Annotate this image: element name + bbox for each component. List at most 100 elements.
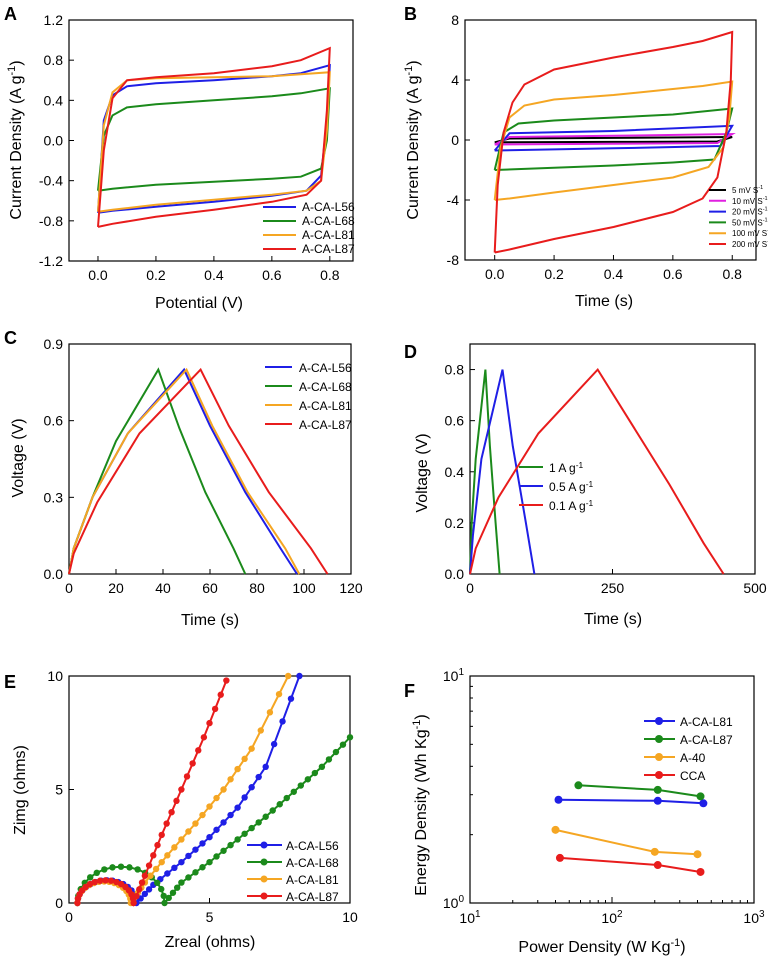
panel-f-point: [699, 799, 708, 808]
panel-d-xtick-label: 250: [601, 580, 625, 596]
panel-e-point: [178, 836, 185, 843]
panel-e-point: [241, 830, 248, 837]
panel-e-point: [241, 755, 248, 763]
panel-e-point: [262, 813, 269, 820]
panel-e-point: [304, 776, 312, 783]
panel-letter-f: F: [404, 681, 415, 701]
panel-e-point: [107, 877, 115, 884]
panel-a-legend-label: A-CA-L87: [302, 242, 355, 256]
panel-e-point: [145, 886, 153, 893]
panel-e-point: [178, 879, 185, 886]
panel-e-point: [296, 672, 303, 680]
panel-e-point: [185, 828, 192, 835]
panel-f-point: [696, 867, 705, 876]
panel-e-point: [154, 841, 161, 849]
panel-e-legend-label: A-CA-L87: [286, 890, 339, 904]
panel-e-xtick-label: 0: [65, 909, 73, 925]
panel-e-point: [234, 836, 241, 843]
panel-e-legend-marker: [260, 892, 268, 900]
panel-e-legend-marker: [260, 875, 268, 883]
panel-e-point: [109, 864, 116, 871]
panel-b: B 0.0 0.2 0.4 0.6 0.8 -8 -4 0 4 8 5 mV S-110 mV S-…: [403, 4, 768, 310]
panel-e-point: [241, 794, 248, 801]
panel-e-ytick-label: 5: [55, 782, 63, 798]
panel-c-series: [68, 367, 301, 575]
panel-e-point: [227, 811, 234, 819]
panel-e-point: [287, 695, 295, 702]
panel-e-point: [168, 809, 175, 816]
panel-e-point: [211, 705, 219, 713]
panel-f-xlabel: Power Density (W Kg-1): [518, 937, 685, 956]
panel-c-ylabel: Voltage (V): [10, 418, 27, 497]
panel-e-ytick-label: 10: [47, 668, 63, 684]
panel-f-point: [653, 785, 662, 794]
panel-d-ytick-label: 0.0: [445, 566, 465, 582]
panel-b-xtick-label: 0.4: [604, 266, 624, 282]
panel-b-ylabel: Current Density (A g-1): [403, 60, 422, 219]
panel-b-frame: [464, 19, 757, 261]
panel-f-legend-marker: [655, 735, 663, 743]
panel-letter-e: E: [4, 672, 16, 692]
panel-a-xtick-label: 0.8: [320, 267, 340, 283]
panel-d-series: [469, 367, 725, 575]
panel-e-point: [262, 763, 269, 770]
panel-e-point: [173, 797, 180, 805]
panel-e-legend-marker: [260, 841, 268, 849]
panel-e-point: [192, 820, 199, 827]
panel-d-legend-label: 1 A g-1: [549, 460, 583, 475]
panel-e-point: [284, 672, 292, 680]
panel-d-legend-label: 0.5 A g-1: [549, 479, 593, 494]
panel-e-point: [255, 819, 262, 826]
panel-a-series-a-ca-l87: [97, 46, 331, 228]
panel-e-point: [332, 748, 340, 756]
panel-e-point: [325, 756, 333, 763]
panel-b-series: [494, 132, 736, 146]
panel-e-point: [171, 844, 178, 851]
panel-e-point: [158, 831, 165, 839]
panel-f-point: [551, 825, 560, 834]
panel-e-point: [152, 865, 160, 873]
panel-e-point: [234, 765, 241, 773]
panel-e-point: [346, 734, 354, 741]
panel-a-ytick-label: 0.8: [44, 52, 64, 68]
panel-f-series: [555, 828, 698, 856]
panel-b-xtick-label: 0.0: [485, 266, 505, 282]
panel-e-point: [136, 886, 143, 893]
panel-e-point: [206, 719, 213, 727]
panel-a-xtick-label: 0.4: [204, 267, 224, 283]
panel-e-legend-marker: [260, 858, 268, 866]
panel-d-series: [469, 369, 536, 575]
panel-e-point: [91, 878, 98, 886]
panel-c-xtick-label: 80: [249, 580, 265, 596]
panel-b-xtick-label: 0.8: [723, 266, 743, 282]
panel-c-legend-label: A-CA-L68: [299, 380, 352, 394]
panel-e-point: [220, 786, 227, 793]
panel-f-xtick-label: 101: [459, 909, 481, 926]
panel-f: F 101 102 103100101A-CA-L81A-CA-L87A-40CCA…: [404, 667, 765, 956]
panel-b-series: [493, 80, 734, 201]
panel-b-legend-label: 5 mV S-1: [732, 185, 763, 195]
panel-e-point: [141, 872, 149, 879]
panel-c-legend-label: A-CA-L87: [299, 418, 352, 432]
panel-e-point: [199, 840, 206, 847]
panel-b-ytick-label: -8: [447, 252, 460, 268]
panel-e-point: [138, 879, 146, 886]
panel-f-point: [574, 781, 583, 790]
panel-c: C 0 20 40 60 80 100 120 0.0 0.3 0.6 0.9 A-CA-L56 A-C…: [4, 328, 363, 629]
panel-a-legend-label: A-CA-L68: [302, 214, 355, 228]
panel-e-point: [145, 862, 153, 869]
panel-c-xtick-label: 60: [202, 580, 218, 596]
panel-e-point: [169, 889, 177, 896]
panel-e-point: [189, 760, 196, 767]
panel-c-xtick-label: 120: [339, 580, 363, 596]
panel-a: A 0.0 0.2 0.4 0.6 0.8 -1.2 -0.8 -0.4 0.0 0.4 0.8 1.…: [4, 4, 355, 312]
panel-e-point: [220, 847, 227, 854]
panel-e-point: [213, 826, 220, 833]
panel-d-frame: [469, 343, 756, 575]
panel-f-legend-label: A-CA-L87: [680, 733, 733, 747]
panel-c-xtick-label: 40: [155, 580, 171, 596]
panel-f-series: [558, 798, 704, 805]
panel-d-ytick-label: 0.4: [445, 464, 465, 480]
panel-e-point: [130, 899, 137, 907]
